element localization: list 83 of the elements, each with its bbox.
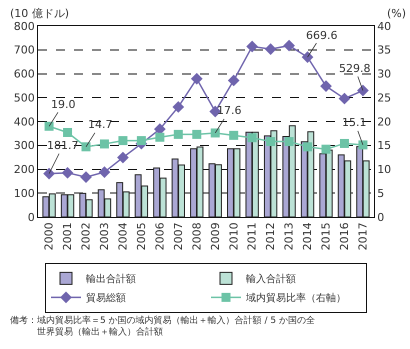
point — [246, 40, 258, 52]
point — [43, 168, 55, 180]
point — [98, 166, 110, 178]
data-label: 15.1 — [342, 116, 366, 129]
legend-label: 域内貿易比率（右軸） — [245, 292, 346, 304]
point — [190, 72, 203, 85]
point — [136, 136, 146, 146]
x-tick-label: 2001 — [61, 222, 74, 250]
x-tick-label: 2014 — [301, 222, 314, 250]
point — [210, 128, 220, 138]
point — [248, 133, 257, 142]
x-tick-label: 2016 — [338, 222, 352, 250]
data-label: 14.7 — [88, 118, 112, 131]
data-label: 669.6 — [306, 29, 338, 42]
point — [82, 142, 90, 152]
x-tick-label: 2004 — [116, 222, 130, 250]
point — [62, 166, 74, 179]
point — [174, 130, 183, 139]
y2-tick-label: 30 — [377, 68, 392, 81]
y2-tick-label: 15 — [377, 139, 392, 152]
point — [172, 101, 184, 113]
y2-tick-label: 10 — [377, 163, 392, 176]
x-tick-label: 2011 — [246, 222, 259, 250]
point — [44, 122, 54, 131]
data-label: 529.8 — [339, 62, 370, 75]
legend-label: 輸出合計額 — [86, 273, 136, 286]
y2-axis-title: (%) — [387, 7, 406, 20]
legend-label: 貿易総額 — [86, 292, 126, 304]
point — [338, 92, 350, 104]
x-tick-label: 2007 — [172, 222, 185, 250]
y2-tick-label: 0 — [377, 210, 384, 224]
legend-label: 輸入合計額 — [246, 273, 296, 286]
point — [284, 137, 294, 146]
point — [100, 139, 109, 148]
y-axis-title: (10 億ドル) — [10, 7, 70, 20]
y2-tick-label: 35 — [377, 44, 392, 57]
y-tick-label: 300 — [14, 139, 35, 152]
y2-tick-label: 25 — [377, 91, 392, 104]
point — [357, 84, 369, 96]
y2-tick-label: 20 — [377, 115, 392, 128]
data-label: 19.0 — [51, 98, 76, 111]
y-tick-label: 200 — [14, 163, 35, 176]
data-label: 181.7 — [47, 139, 78, 152]
x-tick-label: 2013 — [282, 222, 296, 250]
point — [322, 144, 330, 154]
point — [303, 142, 312, 152]
point — [264, 43, 276, 56]
x-tick-label: 2017 — [356, 222, 370, 250]
y-tick-label: 100 — [14, 186, 35, 200]
point — [63, 128, 72, 137]
y-tick-label: 600 — [14, 68, 35, 81]
point — [228, 74, 240, 86]
x-tick-label: 2003 — [98, 222, 112, 250]
point — [302, 51, 314, 63]
x-tick-label: 2006 — [153, 222, 166, 250]
point — [80, 171, 92, 183]
x-tick-label: 2009 — [208, 222, 222, 250]
x-tick-label: 2008 — [190, 222, 204, 250]
point — [283, 40, 295, 52]
point — [117, 152, 129, 164]
y-tick-label: 0 — [28, 210, 35, 224]
x-tick-label: 2002 — [80, 222, 93, 250]
point — [229, 130, 238, 140]
x-tick-label: 2000 — [42, 222, 56, 250]
y-tick-label: 800 — [14, 20, 35, 33]
point — [155, 132, 164, 142]
y-tick-label: 500 — [14, 91, 35, 104]
y2-tick-label: 40 — [377, 20, 392, 33]
data-label: 17.6 — [217, 104, 242, 117]
y-tick-label: 700 — [14, 44, 35, 57]
point — [192, 130, 202, 139]
text: 備考：域内貿易比率＝5 か国の域内貿易（輸出＋輸入）合計額 / 5 か国の全世界貿易（輸出＋輸入）合計額 — [10, 315, 315, 338]
point — [320, 80, 332, 92]
point — [118, 136, 128, 146]
x-tick-label: 2010 — [227, 222, 240, 250]
x-tick-label: 2005 — [134, 222, 148, 250]
point — [340, 138, 349, 148]
y-tick-label: 400 — [14, 115, 35, 128]
x-tick-label: 2012 — [264, 222, 278, 250]
point — [266, 137, 276, 146]
x-tick-label: 2015 — [320, 222, 333, 250]
point — [358, 140, 368, 150]
y2-tick-label: 5 — [377, 186, 384, 200]
